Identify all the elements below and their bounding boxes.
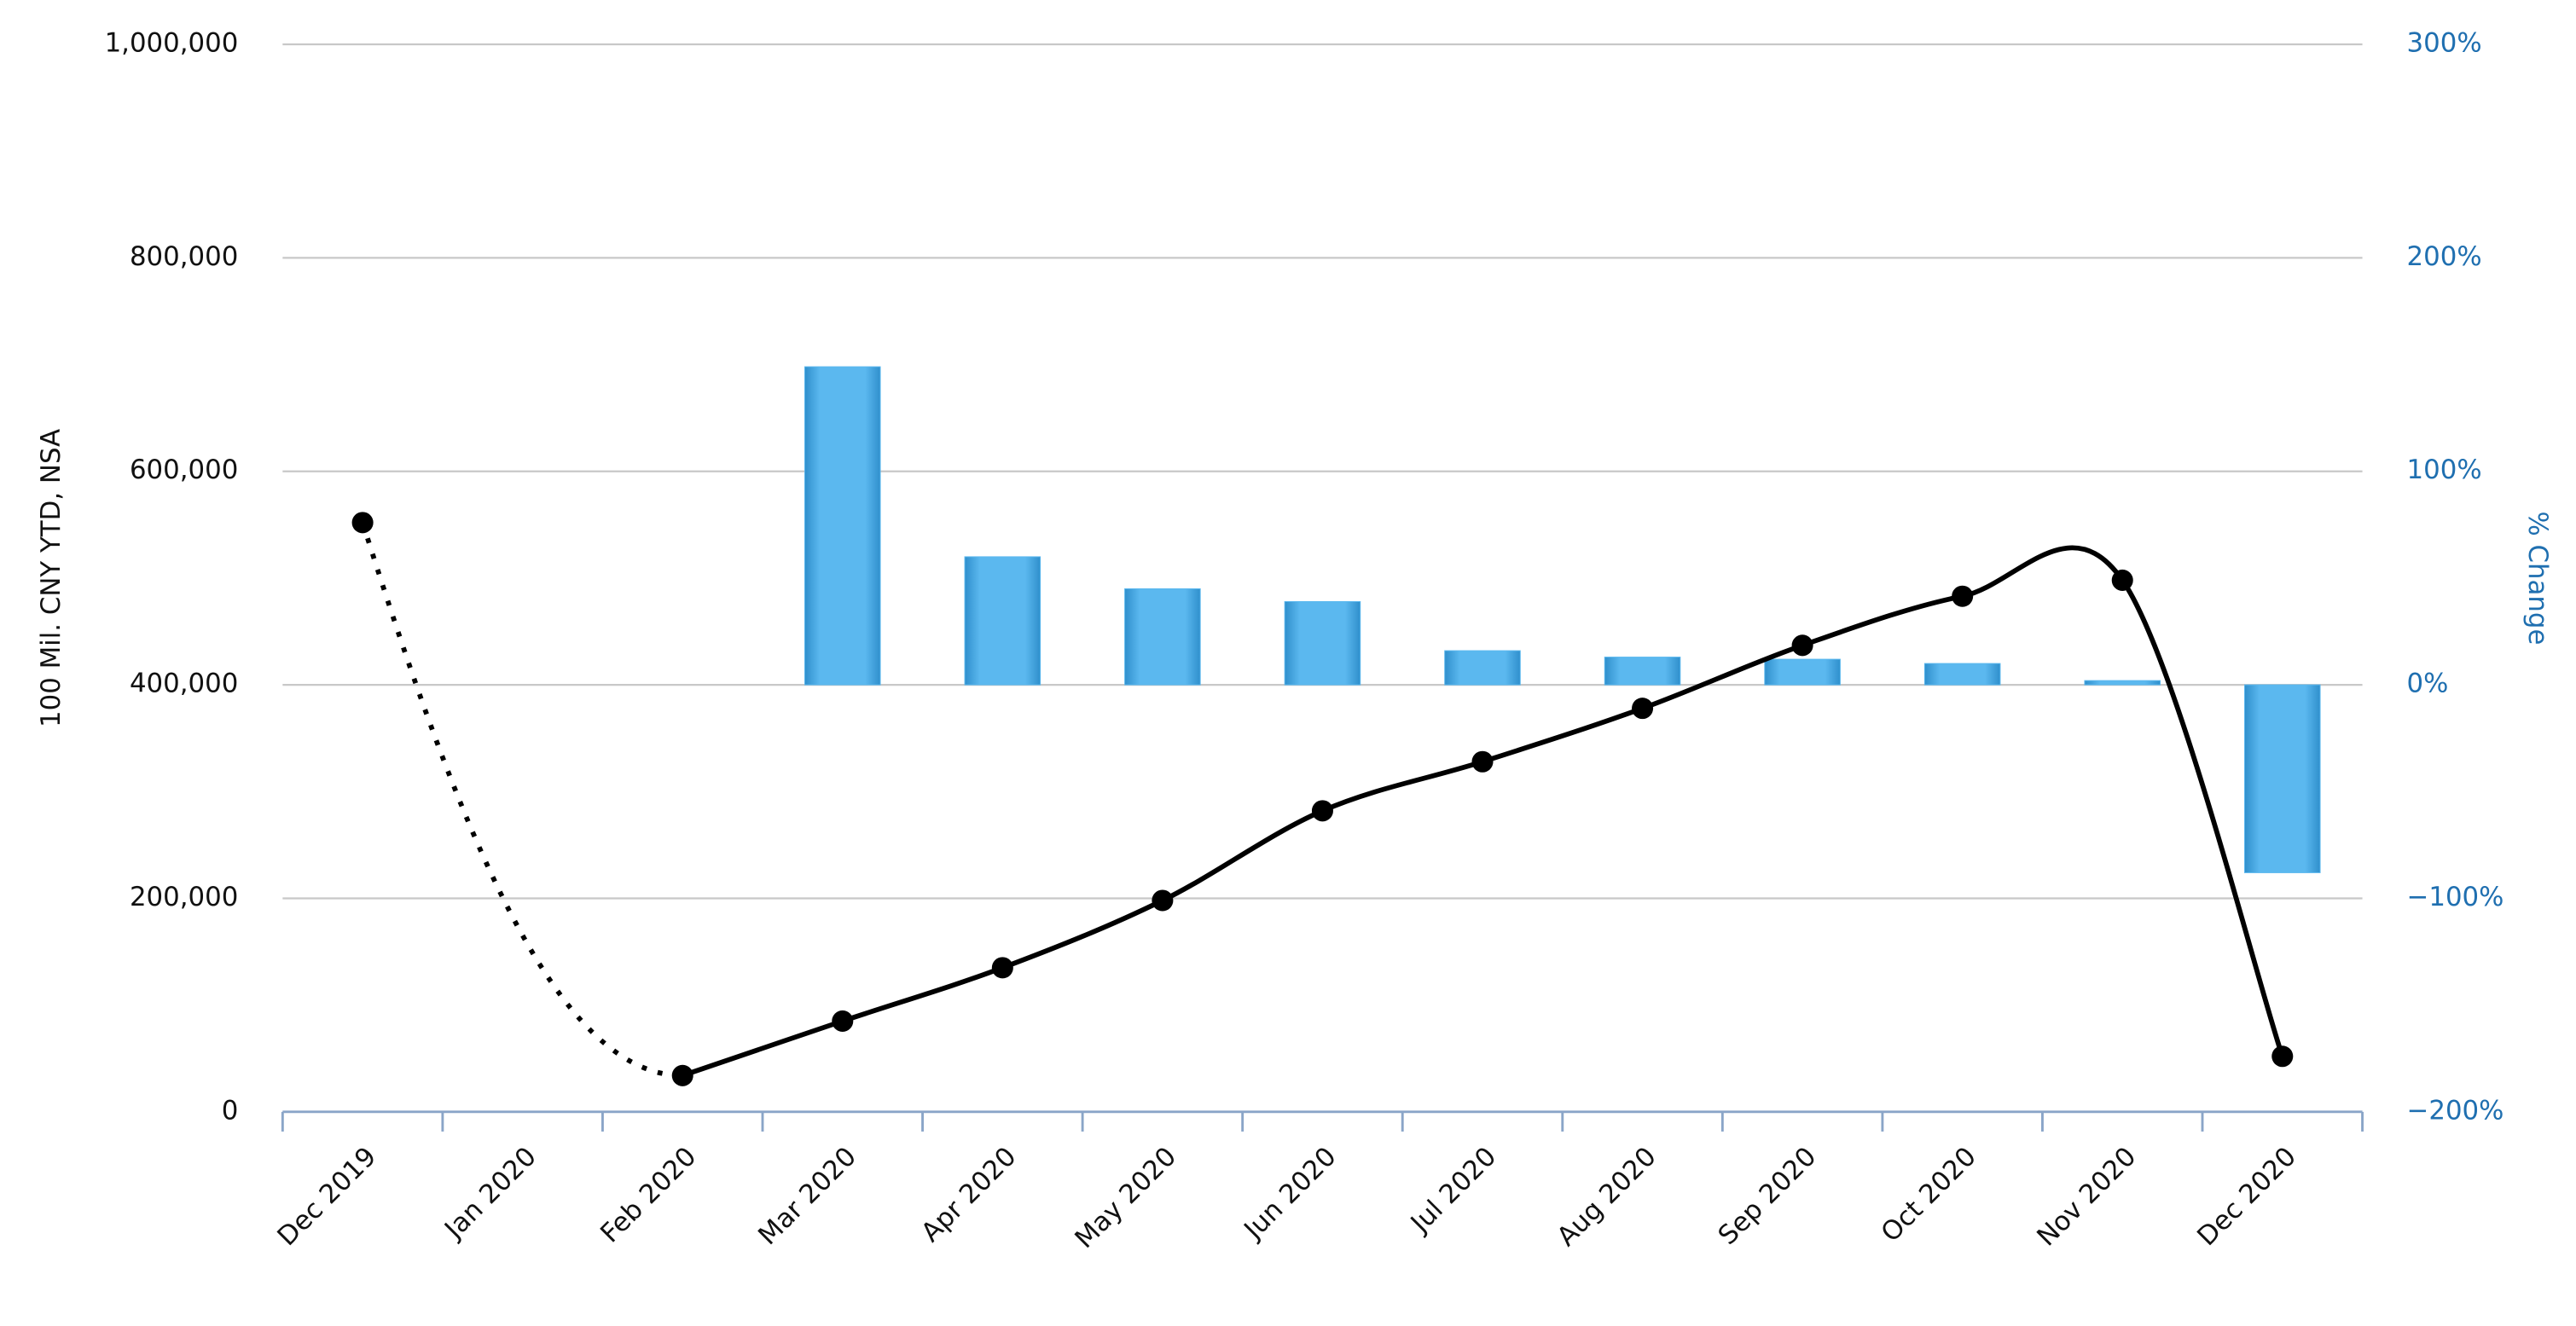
y2-tick-label: 100% — [2407, 455, 2482, 485]
x-tick-label: Jan 2020 — [438, 1141, 542, 1246]
x-tick-label: Oct 2020 — [1875, 1141, 1981, 1248]
x-tick-label: Dec 2020 — [2191, 1141, 2302, 1252]
line-point — [991, 957, 1013, 979]
y2-tick-label: 0% — [2407, 669, 2449, 699]
y-tick-label: 400,000 — [130, 669, 238, 699]
y-tick-label: 800,000 — [130, 241, 238, 272]
x-tick-label: Mar 2020 — [752, 1141, 862, 1251]
line-point — [351, 512, 374, 534]
line-point — [1632, 698, 1654, 720]
y2-axis-label: % Change — [2522, 511, 2553, 645]
line — [682, 545, 2285, 1079]
bar — [1284, 600, 1361, 686]
x-tick-label: Sep 2020 — [1712, 1141, 1822, 1251]
line-point — [1471, 750, 1494, 773]
line-point — [832, 1010, 854, 1032]
y2-tick-label: 300% — [2407, 28, 2482, 59]
bar — [1444, 650, 1521, 686]
bar — [964, 556, 1041, 686]
y-tick-label: 600,000 — [130, 455, 238, 485]
bar — [1604, 657, 1681, 686]
bar — [1764, 658, 1841, 686]
line-point — [671, 1064, 693, 1086]
y-tick-label: 1,000,000 — [105, 28, 239, 59]
y2-tick-label: −100% — [2407, 882, 2504, 912]
y-tick-label: 200,000 — [130, 882, 238, 912]
x-tick-label: Apr 2020 — [915, 1141, 1022, 1248]
line-point — [1952, 585, 1974, 607]
y-axis-label: 100 Mil. CNY YTD, NSA — [36, 429, 67, 727]
bar — [2084, 680, 2161, 686]
bar — [2244, 684, 2321, 873]
y2-tick-label: −200% — [2407, 1095, 2504, 1126]
x-tick-label: Jul 2020 — [1404, 1141, 1502, 1239]
x-tick-label: May 2020 — [1069, 1141, 1182, 1254]
bar — [1124, 588, 1201, 686]
bar — [804, 366, 881, 686]
line-point — [2111, 569, 2133, 591]
line-point — [2271, 1045, 2294, 1068]
gap-connector — [360, 521, 683, 1079]
line-point — [1152, 889, 1174, 912]
y-tick-label: 0 — [222, 1095, 239, 1126]
line-point — [1311, 800, 1333, 822]
y2-tick-label: 200% — [2407, 241, 2482, 272]
line-point — [1791, 634, 1813, 657]
x-tick-label: Jun 2020 — [1237, 1141, 1342, 1246]
x-tick-label: Aug 2020 — [1551, 1141, 1662, 1252]
x-tick-label: Feb 2020 — [595, 1141, 702, 1248]
bar — [1923, 663, 2001, 686]
x-tick-label: Nov 2020 — [2031, 1141, 2142, 1252]
x-tick-label: Dec 2019 — [271, 1141, 382, 1252]
